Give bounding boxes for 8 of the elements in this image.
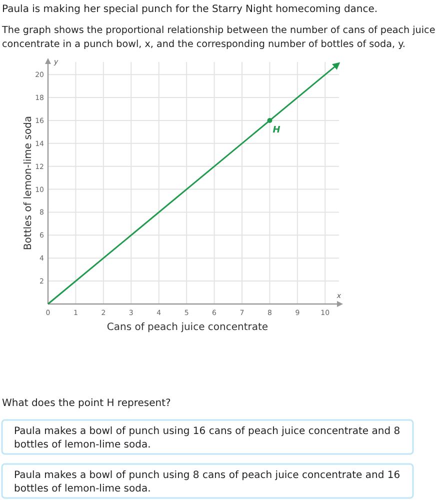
x-axis-title: Cans of peach juice concentrate (106, 322, 268, 333)
text: What does the point H represent? (2, 398, 171, 409)
annotation: H (272, 125, 281, 136)
chart-title: Paula is making her special punch for the Starry Night homecoming dance. (2, 4, 378, 15)
y-axis-title: Bottles of lemon-lime soda (23, 116, 34, 250)
chart-subtitle: The graph shows the proportional relationship between the number of cans of peach juice concentrate in a punch bowl, x, and the corresponding number of bottles of soda, y. (1, 25, 436, 50)
text: Paula makes a bowl of punch using 8 cans of peach juice concentrate and 16 bottles of lemon-lime soda. (14, 470, 400, 494)
text: Paula makes a bowl of punch using 16 cans of peach juice concentrate and 8 bottles of lemon-lime soda. (14, 426, 400, 450)
